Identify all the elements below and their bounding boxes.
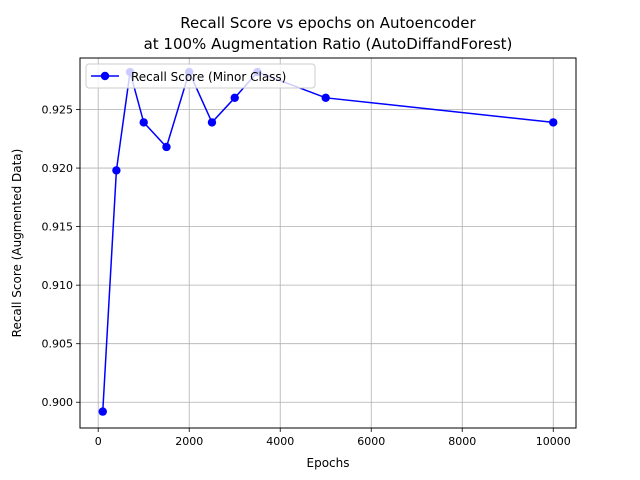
data-point xyxy=(162,142,171,152)
x-tick-label: 4000 xyxy=(266,435,294,448)
x-tick-label: 6000 xyxy=(357,435,385,448)
data-point xyxy=(230,93,239,103)
data-point xyxy=(207,118,217,127)
legend: Recall Score (Minor Class) xyxy=(85,63,316,89)
data-point xyxy=(112,166,121,175)
chart-subtitle: at 100% Augmentation Ratio (AutoDiffandF… xyxy=(144,35,513,53)
x-tick-label: 2000 xyxy=(175,435,203,448)
y-tick-label: 0.900 xyxy=(42,396,74,409)
x-tick-label: 10000 xyxy=(536,435,571,448)
axis-ticks: 0 2000 4000 6000 8000 10000 0.900 0.905 0.910 0.9… xyxy=(42,104,571,448)
data-point xyxy=(139,118,148,127)
x-tick-label: 8000 xyxy=(448,435,476,448)
y-tick-label: 0.910 xyxy=(42,279,74,292)
data-point xyxy=(98,407,107,416)
legend-box xyxy=(85,63,316,89)
y-tick-label: 0.905 xyxy=(42,338,74,351)
plot-frame xyxy=(79,57,577,429)
x-axis-label: Epochs xyxy=(307,456,350,470)
x-tick-label: 0 xyxy=(95,435,102,448)
y-tick-label: 0.915 xyxy=(42,221,74,234)
grid xyxy=(80,58,576,428)
y-tick-label: 0.925 xyxy=(42,104,74,117)
data-point xyxy=(321,93,330,103)
legend-marker-swatch xyxy=(100,71,110,81)
chart-title: Recall Score vs epochs on Autoencoder xyxy=(180,14,476,32)
legend-label: Recall Score (Minor Class) xyxy=(131,70,286,84)
y-axis-label: Recall Score (Augmented Data) xyxy=(10,149,24,338)
y-tick-label: 0.920 xyxy=(42,162,74,175)
data-point xyxy=(549,118,558,127)
